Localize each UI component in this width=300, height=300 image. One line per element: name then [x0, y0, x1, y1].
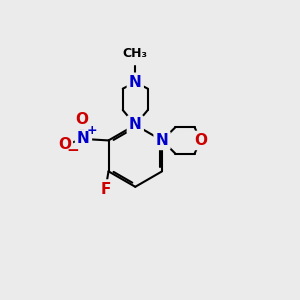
Text: O: O	[58, 137, 71, 152]
Text: +: +	[86, 124, 97, 137]
Text: −: −	[66, 142, 79, 158]
Text: O: O	[194, 133, 207, 148]
Text: F: F	[100, 182, 111, 196]
Text: N: N	[156, 133, 168, 148]
Text: CH₃: CH₃	[123, 47, 148, 60]
Text: N: N	[77, 131, 90, 146]
Text: N: N	[129, 75, 142, 90]
Text: N: N	[129, 118, 142, 133]
Text: O: O	[76, 112, 88, 127]
